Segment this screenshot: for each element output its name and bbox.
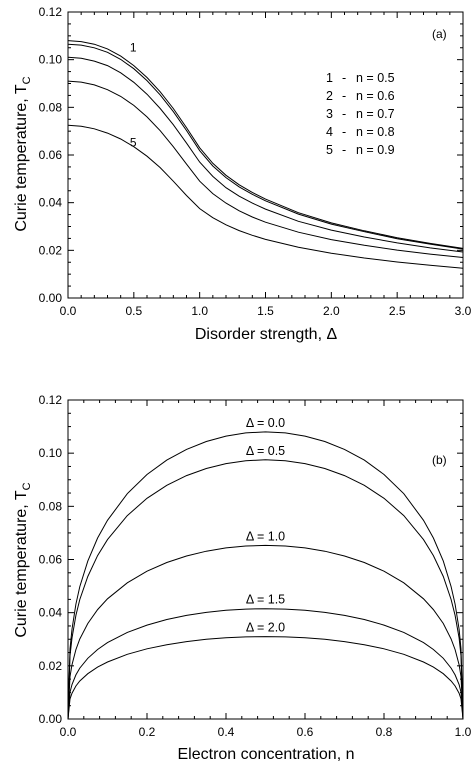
- legend-item-4-dash: -: [342, 125, 346, 139]
- panel-a-curve-n4: [67, 80, 464, 258]
- panel-b-curve-1: [67, 459, 464, 720]
- panel-a-y-axis-title: Curie temperature, TC: [13, 76, 33, 231]
- panel-b-y-tick-label: 0.06: [39, 553, 63, 567]
- panel-a-x-tick-label: 3.0: [455, 304, 472, 318]
- panel-a-label: (a): [432, 27, 447, 41]
- panel-b-curve-2: [67, 544, 464, 720]
- panel-a-x-tick-label: 2.0: [323, 304, 340, 318]
- panel-b-label: (b): [432, 453, 447, 467]
- legend-item-5-dash: -: [342, 143, 346, 157]
- panel-b-x-axis-title: Electron concentration, n: [178, 746, 355, 763]
- panel-a-x-axis-title: Disorder strength, Δ: [195, 326, 338, 343]
- panel-b-curve-label-4: Δ = 2.0: [246, 621, 285, 635]
- legend-item-3-number: 3: [326, 107, 333, 121]
- panel-b-y-tick-label: 0.02: [39, 659, 63, 673]
- legend-item-4-number: 4: [326, 125, 333, 139]
- panel-b-y-ticks: 0.00 0.02 0.04 0.06 0.08 0.10 0.12: [39, 393, 463, 726]
- panel-a-y-tick-label: 0.08: [39, 100, 63, 114]
- panel-a-legend: 1-n = 0.52- n = 0.63- n = 0.74- n = 0.85- n …: [326, 71, 395, 157]
- panel-a-curve-n2: [67, 43, 464, 250]
- legend-item-5-number: 5: [326, 143, 333, 157]
- legend-item-2-dash: -: [342, 89, 346, 103]
- panel-b-x-tick-label: 0.4: [218, 725, 235, 739]
- panel-b-curve-label-2: Δ = 1.0: [246, 529, 285, 543]
- panel-b-x-tick-label: 0.8: [376, 725, 393, 739]
- panel-a-curve-n5: [67, 124, 464, 269]
- panel-a-frame: [67, 11, 464, 299]
- panel-b-curve-label-1: Δ = 0.5: [246, 444, 285, 458]
- panel-b-y-tick-label: 0.08: [39, 499, 63, 513]
- panel-a-y-axis-title-main: Curie temperature, T: [13, 84, 30, 232]
- panel-b-x-tick-label: 0.2: [139, 725, 156, 739]
- panel-a-curve-n1: [67, 40, 464, 249]
- panel-a-y-axis-title-sub: C: [21, 76, 33, 84]
- panel-b-x-tick-label: 1.0: [455, 725, 472, 739]
- panel-a-curve-n3: [67, 56, 464, 253]
- legend-item-1-dash: -: [342, 71, 346, 85]
- panel-b-x-tick-label: 0.6: [297, 725, 314, 739]
- panel-b-y-axis-title: Curie temperature, TC: [13, 482, 33, 637]
- legend-item-2-label: n = 0.6: [356, 89, 395, 103]
- panel-a-y-tick-label: 0.04: [39, 196, 63, 210]
- panel-a-x-tick-label: 1.0: [191, 304, 208, 318]
- panel-b-curve-4: [67, 636, 464, 720]
- legend-item-5-label: n = 0.9: [356, 143, 395, 157]
- panel-b-y-tick-label: 0.00: [39, 712, 63, 726]
- panel-a-y-tick-label: 0.10: [39, 53, 63, 67]
- panel-a-x-tick-label: 0.5: [125, 304, 142, 318]
- panel-a-x-tick-label: 1.5: [257, 304, 274, 318]
- panel-a-curve-label-1: 1: [130, 40, 137, 54]
- panel-b-y-axis-title-sub: C: [21, 482, 33, 490]
- panel-a-x-ticks: 0.0 0.5 1.0 1.5 2.0 2.5 3.0: [60, 12, 472, 318]
- panel-b-y-tick-label: 0.12: [39, 393, 63, 407]
- panel-b-y-tick-label: 0.04: [39, 606, 63, 620]
- panel-a-curves: [67, 40, 464, 269]
- legend-item-2-number: 2: [326, 89, 333, 103]
- panel-b-y-tick-label: 0.10: [39, 446, 63, 460]
- legend-item-3-label: n = 0.7: [356, 107, 395, 121]
- legend-item-4-label: n = 0.8: [356, 125, 395, 139]
- legend-item-1-label: n = 0.5: [356, 71, 395, 85]
- panel-a-x-tick-label: 2.5: [389, 304, 406, 318]
- panel-b-curve-label-3: Δ = 1.5: [246, 593, 285, 607]
- panel-b-chart: 0.0 0.2 0.4 0.6 0.8 1.0 0.000.020.040.060.080…: [13, 393, 472, 763]
- panel-a-curve-labels: 15: [130, 40, 137, 149]
- panel-a-y-tick-label: 0.02: [39, 243, 63, 257]
- panel-b-curve-label-0: Δ = 0.0: [246, 416, 285, 430]
- legend-item-1-number: 1: [326, 71, 333, 85]
- panel-b-curves: [67, 431, 464, 720]
- legend-item-3-dash: -: [342, 107, 346, 121]
- panel-a-y-tick-label: 0.00: [39, 291, 63, 305]
- panel-b-y-axis-title-main: Curie temperature, T: [13, 490, 30, 638]
- panel-a-x-tick-label: 0.0: [60, 304, 77, 318]
- panel-a-y-tick-label: 0.12: [39, 5, 63, 19]
- panel-a-curve-label-5: 5: [130, 136, 137, 150]
- panel-b-curve-labels: Δ = 0.0 Δ = 0.5 Δ = 1.0 Δ = 1.5 Δ = 2.0: [246, 416, 285, 635]
- panel-b-curve-0: [67, 431, 464, 720]
- panel-a-chart: 0.0 0.5 1.0 1.5 2.0 2.5 3.0 0.000.020.040.060.…: [13, 5, 472, 343]
- panel-a-y-ticks: 0.00 0.02 0.04 0.06 0.08 0.10 0.12: [39, 5, 463, 305]
- panel-b-x-tick-label: 0.0: [60, 725, 77, 739]
- panel-a-y-tick-label: 0.06: [39, 148, 63, 162]
- panel-b-x-ticks: 0.0 0.2 0.4 0.6 0.8 1.0: [60, 400, 472, 739]
- panel-b-curve-3: [67, 608, 464, 720]
